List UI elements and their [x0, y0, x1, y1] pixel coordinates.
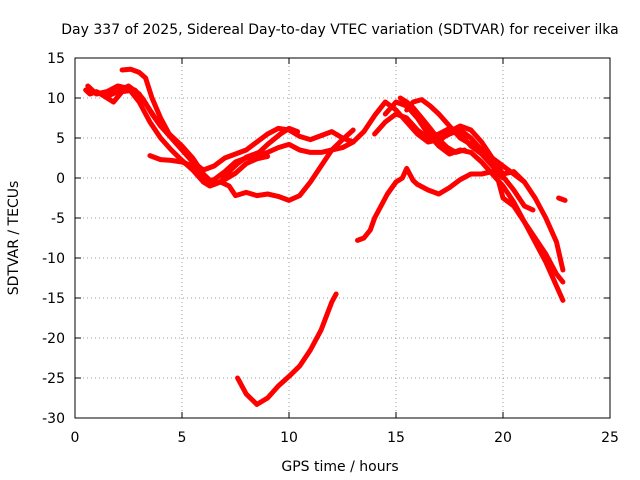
y-tick-label: -30 [42, 411, 65, 427]
grid-layer [75, 58, 610, 418]
y-tick-label: -15 [42, 291, 65, 307]
y-axis-label: SDTVAR / TECUs [6, 181, 22, 296]
x-tick-label: 20 [494, 430, 512, 446]
x-tick-label: 15 [387, 430, 405, 446]
x-tick-label: 10 [280, 430, 298, 446]
series-line-arc-12 [235, 291, 339, 407]
series-line-arc-6 [355, 165, 536, 243]
series-line-arc-3 [98, 87, 271, 187]
y-tick-label: -25 [42, 371, 65, 387]
y-tick-label: -5 [51, 211, 65, 227]
axis-layer: 0 5 10 15 20 25 15 10 5 0 -5 -10 -15 -20 -25 -30 [42, 51, 619, 446]
series-line-arc-1 [83, 83, 356, 173]
series-layer [83, 66, 568, 407]
y-tick-label: 5 [56, 131, 65, 147]
y-tick-label: -10 [42, 251, 65, 267]
y-tick-label: 0 [56, 171, 65, 187]
y-tick-label: -20 [42, 331, 65, 347]
series-line-arc-7 [382, 99, 566, 303]
x-tick-label: 5 [178, 430, 187, 446]
series-line-arc-9 [372, 111, 506, 181]
y-tick-label: 15 [47, 51, 65, 67]
x-tick-label: 25 [601, 430, 619, 446]
x-tick-label: 0 [71, 430, 80, 446]
plot-frame [74, 57, 611, 419]
series-line-arc-5 [147, 127, 356, 203]
series-line-arc-11 [404, 97, 527, 185]
x-axis-label: GPS time / hours [281, 459, 398, 475]
chart-title: Day 337 of 2025, Sidereal Day-to-day VTE… [61, 22, 618, 38]
series-line-arc-13 [556, 195, 568, 203]
y-tick-label: 10 [47, 91, 65, 107]
series-line-arc-4 [119, 66, 301, 187]
